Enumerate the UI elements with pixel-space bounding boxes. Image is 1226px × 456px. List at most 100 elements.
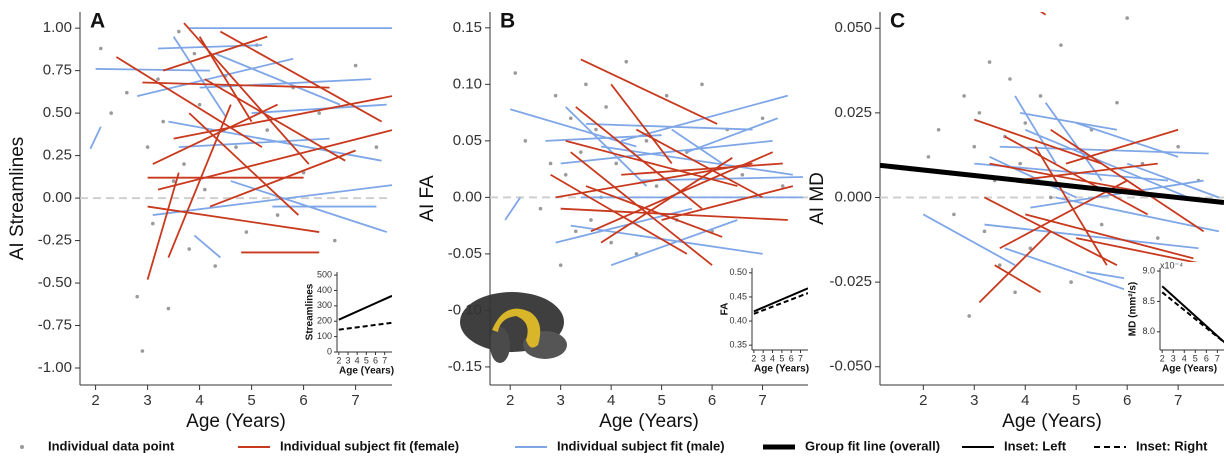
inset-x-label: Age (Years)	[754, 364, 809, 375]
male-fit	[1030, 179, 1204, 209]
data-point	[177, 29, 181, 34]
data-point	[1018, 161, 1022, 166]
female-fit	[162, 35, 268, 72]
female-fit	[173, 95, 392, 140]
data-point	[213, 264, 217, 268]
inset-y-tick-label: 0.45	[729, 291, 747, 301]
data-point	[574, 229, 578, 234]
inset-line	[753, 287, 808, 313]
inset-y-tick-label: 500	[317, 269, 332, 279]
female-fit	[1034, 146, 1108, 266]
male-fit	[560, 139, 773, 165]
data-point	[1099, 222, 1104, 227]
inset-y-tick-label: 0.35	[729, 340, 747, 350]
data-point	[1176, 144, 1180, 149]
female-fit	[219, 30, 383, 123]
data-point	[589, 218, 593, 222]
data-point	[568, 116, 573, 121]
male-fit	[1075, 122, 1179, 158]
male-fit	[1044, 102, 1103, 182]
y-tick-label: -0.15	[448, 358, 482, 375]
x-tick-label: 3	[556, 392, 564, 409]
y-tick-label: 0.00	[43, 189, 72, 206]
data-point	[700, 82, 704, 87]
x-tick-label: 2	[506, 392, 514, 409]
inset-x-tick-label: 6	[789, 353, 794, 363]
data-point	[967, 314, 971, 318]
inset-x-tick-label: 5	[779, 353, 784, 363]
data-point	[1059, 43, 1063, 47]
legend-label: Individual data point	[48, 438, 175, 453]
inset-y-tick-label: 300	[317, 300, 332, 310]
inset-x-label: Age (Years)	[1162, 364, 1217, 375]
male-fit	[509, 108, 637, 148]
inset-line	[753, 292, 808, 315]
data-point	[374, 145, 379, 149]
brain-illustration	[460, 292, 567, 363]
y-tick-label: -0.05	[448, 245, 482, 262]
data-point	[972, 144, 977, 149]
data-point	[166, 306, 171, 311]
inset-x-tick-label: 2	[336, 355, 341, 365]
inset-y-tick-label: 400	[317, 285, 332, 295]
y-axis-label: AI FA	[417, 175, 438, 222]
inset-y-tick-label: 8.5	[1142, 296, 1155, 306]
data-point	[952, 212, 956, 217]
data-point	[997, 263, 1002, 267]
male-fit	[1014, 95, 1057, 165]
female-fit	[550, 173, 688, 255]
data-point	[109, 111, 113, 115]
panel-label: A	[90, 10, 105, 33]
data-point	[197, 102, 202, 107]
data-point	[584, 82, 588, 87]
data-point	[275, 213, 280, 217]
inset-y-tick-label: 9.0	[1142, 265, 1155, 275]
data-point	[1069, 280, 1073, 284]
y-axis-label: AI Streamlines	[7, 137, 28, 261]
data-point	[317, 111, 322, 115]
x-tick-label: 7	[758, 392, 766, 409]
female-fit	[152, 103, 278, 165]
y-tick-label: 0.15	[453, 19, 482, 36]
female-fit	[994, 264, 1041, 294]
female-fit	[973, 118, 1102, 165]
data-point	[145, 145, 150, 149]
data-point	[654, 184, 659, 188]
data-point	[548, 161, 553, 166]
female-fit	[978, 230, 1052, 304]
legend-swatch	[20, 445, 24, 449]
male-fit	[193, 234, 221, 259]
female-fit	[146, 172, 180, 280]
inset-x-label: Age (Years)	[339, 366, 394, 377]
data-point	[187, 247, 191, 251]
data-point	[614, 161, 618, 166]
x-tick-label: 2	[919, 392, 927, 409]
female-fit	[575, 106, 703, 210]
male-fit	[545, 134, 662, 142]
data-point	[1028, 246, 1033, 251]
male-fit	[1024, 128, 1189, 199]
x-tick-label: 4	[195, 392, 203, 409]
data-point	[977, 111, 982, 115]
female-fit	[147, 205, 320, 233]
inset-line	[338, 321, 392, 331]
inset-x-tick-label: 7	[382, 355, 387, 365]
female-fit	[1025, 213, 1194, 260]
female-fit	[984, 196, 1118, 266]
inset-x-tick-label: 2	[1160, 353, 1165, 363]
male-fit	[1126, 162, 1220, 199]
data-point	[151, 221, 155, 226]
male-fit	[600, 145, 793, 176]
data-point	[182, 162, 186, 166]
male-fit	[610, 219, 738, 267]
data-point	[1155, 236, 1160, 240]
data-point	[936, 127, 941, 132]
inset-x-tick-label: 7	[1215, 353, 1220, 363]
female-fit	[157, 129, 392, 191]
data-point	[538, 206, 543, 211]
male-fit	[585, 123, 753, 131]
data-point	[333, 238, 337, 243]
